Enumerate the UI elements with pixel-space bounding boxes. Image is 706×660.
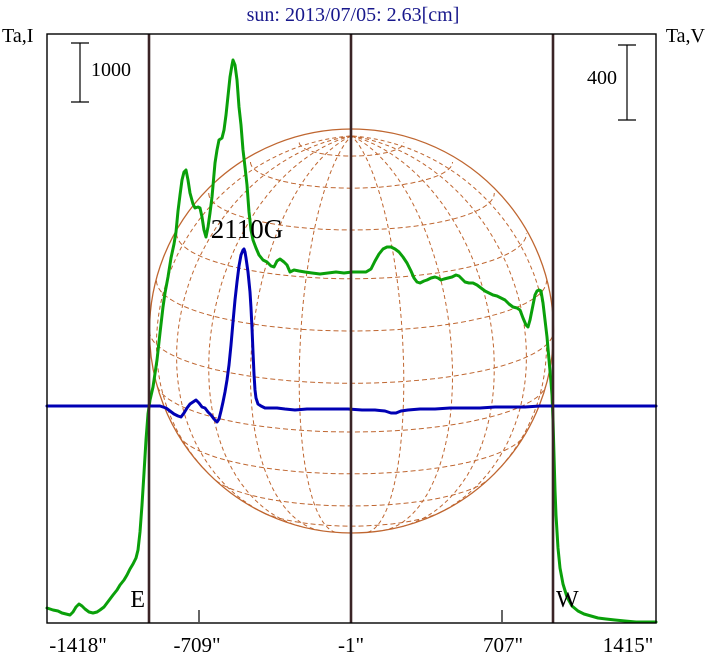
left-quantity-label: Ta,I: [2, 25, 34, 47]
sun-grid-meridian: [208, 135, 352, 527]
intensity-curve: [45, 58, 658, 624]
active-region-annotation: 2110G: [210, 214, 284, 244]
sun-grid-meridian: [351, 135, 527, 514]
stokes-v-curve: [45, 247, 658, 424]
right-quantity-label: Ta,V: [665, 25, 705, 47]
left-scalebar-label: 1000: [91, 59, 131, 81]
plot-border: [46, 33, 657, 624]
west-limb-label: W: [556, 587, 579, 613]
x-tick-label-2: -1": [337, 633, 365, 657]
sun-grid-meridian: [298, 135, 352, 533]
x-tick-label-0: -1418": [49, 633, 107, 657]
sun-grid-meridian: [155, 135, 352, 472]
east-limb-label: E: [130, 587, 145, 613]
x-tick-label-4: 1415": [602, 633, 654, 657]
x-tick-label-3: 707": [482, 633, 524, 657]
sun-grid-meridian: [351, 135, 548, 472]
sun-grid-meridian: [351, 135, 454, 532]
sun-grid-meridian: [176, 135, 352, 514]
sun-grid-meridian: [351, 135, 405, 533]
sun-grid-meridian: [351, 135, 495, 527]
x-tick-label-1: -709": [173, 633, 221, 657]
right-scalebar-label: 400: [587, 67, 617, 89]
figure-title: sun: 2013/07/05: 2.63[cm]: [246, 4, 460, 26]
